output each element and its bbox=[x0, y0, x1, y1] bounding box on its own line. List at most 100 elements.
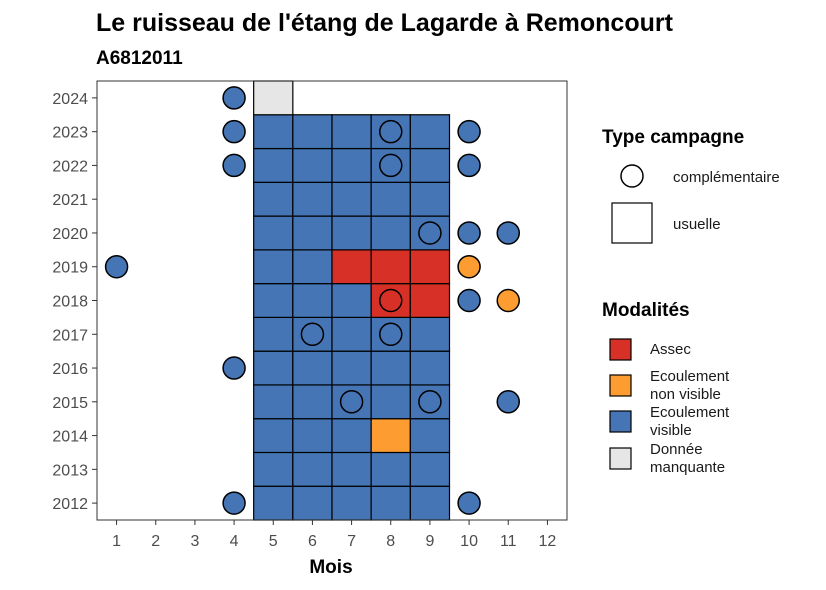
legend-label-assec-line-1: Assec bbox=[650, 341, 691, 358]
cell-2020-7 bbox=[331, 215, 372, 251]
x-tick-label-6: 6 bbox=[308, 533, 317, 550]
x-tick-label-11: 11 bbox=[500, 533, 517, 550]
cell-2015-6 bbox=[292, 384, 333, 420]
y-tick-label-2019: 2019 bbox=[52, 260, 88, 277]
cell-2020-6 bbox=[292, 215, 333, 251]
cell-2014-5 bbox=[253, 418, 294, 454]
point-2015-11 bbox=[496, 390, 520, 414]
y-tick-label-2016: 2016 bbox=[52, 361, 88, 378]
point-2022-10 bbox=[457, 153, 481, 178]
point-2020-9 bbox=[418, 221, 442, 245]
cell-2014-8 bbox=[370, 418, 411, 454]
cell-2020-5 bbox=[253, 215, 294, 251]
y-tick-label-2014: 2014 bbox=[52, 429, 88, 446]
x-tick-label-4: 4 bbox=[230, 533, 239, 550]
cell-2019-5 bbox=[253, 249, 294, 285]
cell-2021-7 bbox=[331, 181, 372, 217]
x-axis: 1 2 3 4 5 6 7 8 9 10 11 12 bbox=[112, 520, 556, 550]
cell-2016-7 bbox=[331, 350, 372, 386]
cell-2024-5 bbox=[253, 80, 294, 116]
point-2018-8 bbox=[379, 288, 403, 313]
legend-shape-title: Type campagne bbox=[602, 127, 744, 148]
cell-2018-9 bbox=[409, 283, 451, 318]
x-tick-label-10: 10 bbox=[460, 533, 478, 550]
point-2023-10 bbox=[457, 119, 481, 144]
y-tick-label-2021: 2021 bbox=[52, 192, 88, 209]
cell-2012-8 bbox=[370, 485, 411, 521]
cell-2019-8 bbox=[370, 249, 411, 285]
cell-2023-7 bbox=[331, 114, 372, 150]
x-axis-title: Mois bbox=[309, 557, 352, 578]
cell-2014-6 bbox=[292, 418, 333, 454]
legend-swatch-ecoulement-non-visible bbox=[609, 374, 632, 397]
cell-2017-5 bbox=[253, 316, 294, 352]
point-2012-4 bbox=[222, 491, 246, 515]
point-2017-8 bbox=[379, 322, 403, 347]
legend-label-ecoulement-visible-line-2: visible bbox=[650, 422, 692, 439]
cell-2021-9 bbox=[409, 181, 451, 217]
cell-2020-8 bbox=[370, 215, 411, 251]
point-2015-9 bbox=[418, 390, 442, 414]
cell-2018-5 bbox=[253, 283, 294, 318]
cell-2016-6 bbox=[292, 350, 333, 386]
y-tick-label-2012: 2012 bbox=[52, 496, 88, 513]
legend-type-campagne: Type campagne complémentaire usuelle bbox=[602, 127, 780, 244]
cell-2016-9 bbox=[409, 350, 451, 386]
y-tick-label-2023: 2023 bbox=[52, 125, 88, 142]
legend-key-usuelle bbox=[611, 202, 653, 244]
cell-2019-6 bbox=[292, 249, 333, 285]
cell-2016-8 bbox=[370, 350, 411, 386]
chart-subtitle: A6812011 bbox=[96, 48, 183, 69]
x-tick-label-7: 7 bbox=[347, 533, 356, 550]
cell-2021-8 bbox=[370, 181, 411, 217]
legend-swatch-ecoulement-visible bbox=[609, 410, 632, 433]
legend-color-title: Modalités bbox=[602, 300, 690, 321]
cell-2013-9 bbox=[409, 451, 451, 487]
x-tick-label-8: 8 bbox=[386, 533, 395, 550]
cell-2023-6 bbox=[292, 114, 333, 150]
cell-2021-6 bbox=[292, 181, 333, 217]
cell-2022-9 bbox=[409, 147, 451, 183]
point-2016-4 bbox=[222, 356, 246, 380]
cell-2013-8 bbox=[370, 451, 411, 487]
point-2018-10 bbox=[457, 288, 481, 313]
y-axis: 2012 2013 2014 2015 2016 2017 2018 2019 2020 2021… bbox=[52, 91, 97, 513]
point-2023-4 bbox=[222, 119, 246, 144]
cell-2012-6 bbox=[292, 485, 333, 521]
chart-title: Le ruisseau de l'étang de Lagarde à Remo… bbox=[96, 9, 674, 37]
x-tick-label-5: 5 bbox=[269, 533, 278, 550]
legend-swatch-assec bbox=[609, 338, 632, 361]
cell-2017-7 bbox=[331, 316, 372, 352]
point-2020-11 bbox=[496, 221, 520, 245]
legend-label-ecoulement-non-visible-line-2: non visible bbox=[650, 386, 721, 403]
cell-2019-7 bbox=[331, 249, 372, 285]
y-tick-label-2018: 2018 bbox=[52, 294, 88, 311]
legend-label-ecoulement-non-visible-line-1: Ecoulement bbox=[650, 368, 730, 385]
legend-swatch-donn-e-manquante bbox=[609, 447, 632, 470]
complementaire-points bbox=[104, 86, 520, 515]
point-2023-8 bbox=[379, 119, 403, 144]
x-tick-label-12: 12 bbox=[539, 533, 557, 550]
x-tick-label-2: 2 bbox=[151, 533, 160, 550]
cell-2015-8 bbox=[370, 384, 411, 420]
y-tick-label-2024: 2024 bbox=[52, 91, 88, 108]
cell-2014-9 bbox=[409, 418, 451, 454]
point-2012-10 bbox=[457, 491, 481, 515]
cell-2012-7 bbox=[331, 485, 372, 521]
cell-2019-9 bbox=[409, 249, 451, 285]
y-tick-label-2015: 2015 bbox=[52, 395, 88, 412]
point-2024-4 bbox=[222, 86, 246, 110]
legend-label-ecoulement-visible-line-1: Ecoulement bbox=[650, 404, 730, 421]
legend-label-donn-e-manquante-line-1: Donnée bbox=[650, 441, 703, 458]
x-tick-label-9: 9 bbox=[425, 533, 434, 550]
cell-2023-5 bbox=[253, 114, 294, 150]
point-2022-4 bbox=[222, 153, 246, 178]
cell-2023-9 bbox=[409, 114, 451, 150]
cell-2022-6 bbox=[292, 147, 333, 183]
point-2015-7 bbox=[339, 390, 364, 414]
cell-2017-9 bbox=[409, 316, 451, 352]
cell-2015-5 bbox=[253, 384, 294, 420]
y-tick-label-2022: 2022 bbox=[52, 158, 88, 175]
